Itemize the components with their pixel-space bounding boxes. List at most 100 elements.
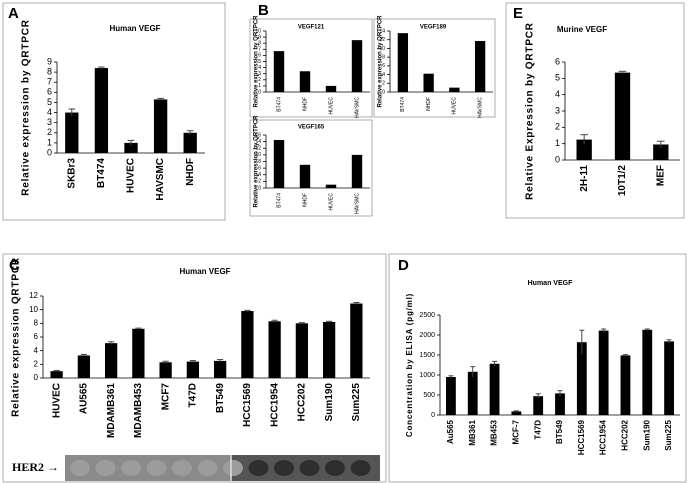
y-tick-label: 4	[555, 89, 560, 99]
y-tick-label: 6	[258, 165, 261, 171]
x-tick-label: Sum225	[351, 383, 362, 422]
x-tick-label: NHDF	[302, 193, 308, 207]
y-tick-label: 6	[34, 332, 39, 341]
blot-band	[274, 460, 294, 476]
y-tick-label: 14	[379, 28, 385, 34]
error-bar	[326, 320, 333, 323]
y-tick-label: 0	[382, 89, 385, 95]
blot-band	[248, 460, 269, 476]
bar	[77, 355, 91, 378]
bar	[183, 132, 197, 153]
y-tick-label: 10	[379, 46, 385, 52]
bar	[576, 342, 587, 415]
y-tick-label: 12	[29, 291, 38, 300]
bar	[653, 144, 669, 160]
x-tick-label: HCC1954	[599, 419, 608, 455]
bar	[350, 303, 363, 378]
y-tick-label: 3	[258, 71, 261, 77]
panel-letter: C	[9, 257, 20, 274]
panel-frame	[505, 2, 685, 219]
y-tick-label: 3	[555, 105, 560, 115]
x-tick-label: MDAMB453	[133, 383, 144, 438]
bar	[598, 330, 609, 415]
bar	[132, 328, 145, 378]
bar	[555, 393, 565, 415]
y-tick-label: 2	[47, 127, 52, 137]
bar	[533, 396, 544, 415]
error-bar	[162, 360, 169, 364]
y-axis-label: Concentration by ELISA (pg/ml)	[405, 293, 414, 437]
y-tick-label: 7	[258, 47, 261, 53]
x-tick-label: SKBr3	[66, 158, 77, 189]
x-tick-label: BT549	[215, 383, 226, 413]
x-tick-label: T47D	[188, 383, 199, 407]
panel-frame	[2, 2, 226, 221]
chart-title: VEGF121	[298, 25, 325, 31]
blot-band	[223, 460, 243, 476]
y-tick-label: 2	[258, 179, 261, 185]
error-bar	[513, 410, 519, 412]
bar	[322, 321, 336, 378]
y-tick-label: 0	[258, 89, 261, 95]
y-tick-label: 5	[258, 59, 261, 65]
error-bar	[353, 301, 360, 305]
y-tick-label: 0	[555, 154, 560, 164]
error-bar	[580, 134, 588, 145]
x-tick-label: MB453	[490, 419, 499, 445]
bar	[325, 85, 337, 92]
error-bar	[186, 130, 194, 135]
y-tick-label: 10	[29, 305, 38, 314]
y-tick-label: 12	[379, 37, 385, 43]
y-tick-label: 4	[382, 72, 385, 78]
x-tick-label: HUVEC	[51, 383, 62, 418]
panel-frame	[249, 18, 373, 118]
y-tick-label: 3	[47, 117, 52, 127]
y-tick-label: 0	[47, 147, 52, 157]
x-tick-label: Sum190	[324, 383, 335, 422]
bar	[94, 68, 109, 153]
y-tick-label: 8	[47, 66, 52, 76]
bar	[642, 329, 653, 415]
bar	[474, 41, 486, 92]
error-bar	[98, 66, 105, 70]
y-tick-label: 8	[34, 318, 39, 327]
x-tick-label: 2H-11	[579, 165, 590, 192]
x-tick-label: BT474	[276, 193, 282, 208]
y-tick-label: 5	[555, 73, 560, 83]
error-bar	[623, 354, 628, 357]
y-tick-label: 4	[258, 172, 261, 178]
y-tick-label: 8	[258, 159, 261, 165]
y-tick-label: 2	[382, 81, 385, 87]
x-tick-label: HAVSMC	[155, 158, 166, 201]
bar	[620, 355, 631, 415]
y-tick-label: 500	[423, 392, 435, 399]
y-tick-label: 9	[258, 34, 261, 40]
blot-band	[146, 460, 167, 476]
bar	[153, 99, 168, 153]
bar	[664, 341, 674, 415]
x-tick-label: BT474	[96, 158, 107, 188]
chart-title: VEGF165	[298, 125, 325, 131]
bar	[124, 142, 138, 153]
x-tick-label: Au565	[446, 419, 455, 444]
bar	[186, 361, 200, 378]
x-tick-label: MDAMB361	[106, 383, 117, 438]
y-tick-label: 4	[34, 346, 39, 355]
blot-band	[299, 460, 320, 476]
bar	[449, 87, 460, 92]
x-tick-label: NHDF	[426, 97, 432, 111]
blot-band	[325, 460, 345, 476]
y-tick-label: 12	[255, 146, 261, 152]
error-bar	[618, 70, 627, 74]
y-tick-label: 6	[47, 87, 52, 97]
y-tick-label: 6	[382, 63, 385, 69]
error-bar	[68, 108, 76, 117]
bar	[213, 360, 227, 378]
bar	[65, 112, 79, 153]
x-tick-label: MB361	[468, 419, 477, 445]
y-tick-label: 4	[47, 107, 52, 117]
y-tick-label: 14	[255, 139, 261, 145]
bar	[511, 411, 522, 415]
bar	[351, 40, 363, 92]
